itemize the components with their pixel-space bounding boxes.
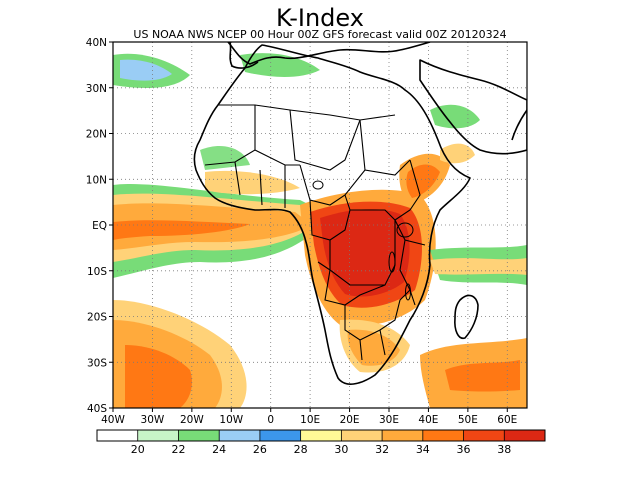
colorbar-swatch (259, 430, 301, 441)
colorbar-label: 38 (497, 443, 511, 456)
lat-tick-label: 40S (87, 403, 107, 415)
lon-tick-label: 20E (340, 414, 360, 426)
colorbar-swatch (178, 430, 220, 441)
lake-victoria (396, 222, 414, 238)
iberia-coastline (229, 42, 259, 69)
lon-tick-label: 40W (101, 414, 125, 426)
colorbar-label: 22 (171, 443, 185, 456)
lat-tick-label: 30N (86, 83, 107, 95)
map-subtitle: US NOAA NWS NCEP 00 Hour 00Z GFS forecas… (133, 28, 506, 41)
coastlines (193, 42, 527, 385)
field-atlantic-band-red (113, 220, 250, 240)
colorbar-swatch (504, 430, 545, 441)
arabia-coastline (419, 59, 527, 155)
lon-tick-label: 20W (180, 414, 204, 426)
colorbar-swatch (219, 430, 260, 441)
country-borders (204, 104, 426, 361)
border-sahara-c (359, 119, 411, 176)
longitude-ticks: 40W 30W 20W 10W 0 10E 20E 30E 40E 50E 60E (101, 408, 517, 426)
colorbar-swatch (97, 430, 138, 441)
colorbar-label: 36 (457, 443, 471, 456)
lat-tick-label: 10S (87, 266, 107, 278)
colorbar: 20 22 24 26 28 30 32 34 36 38 (96, 429, 546, 456)
lon-tick-label: 30E (379, 414, 399, 426)
colorbar-label: 26 (253, 443, 267, 456)
europe-coastline (227, 42, 431, 65)
map-title: K-Index (276, 4, 364, 32)
colorbar-label: 28 (294, 443, 308, 456)
lat-tick-label: 30S (87, 357, 107, 369)
colorbar-swatch (300, 430, 342, 441)
lat-tick-label: 10N (86, 174, 107, 186)
madagascar-coastline (454, 294, 479, 340)
lakes (312, 180, 414, 301)
field-south-africa-orange (347, 329, 400, 366)
border-north-africa (218, 104, 396, 121)
field-ethiopia-core (406, 164, 440, 198)
k-index-field (113, 53, 527, 408)
lon-tick-label: 50E (458, 414, 478, 426)
border-central-a (309, 194, 351, 241)
india-coastline (511, 109, 527, 141)
colorbar-swatch (341, 430, 383, 441)
africa-coastline (193, 44, 471, 385)
map-grid (113, 42, 527, 408)
field-sahel-band (205, 170, 300, 195)
border-sahel (299, 164, 366, 206)
lon-tick-label: 40E (418, 414, 438, 426)
lon-tick-label: 30W (141, 414, 165, 426)
colorbar-label: 32 (375, 443, 389, 456)
border-sahara-b (289, 109, 361, 171)
field-south-atlantic-core (125, 345, 192, 408)
field-mediterranean (240, 53, 320, 77)
field-nw-atlantic-blue (120, 59, 172, 81)
lon-tick-label: 10E (300, 414, 320, 426)
colorbar-label: 34 (416, 443, 430, 456)
lake-tanganyika (388, 251, 396, 273)
field-indian-ocean-30s-core (445, 360, 520, 392)
lake-malawi (405, 283, 411, 301)
colorbar-swatch (463, 430, 505, 441)
field-arabia-patch (440, 143, 475, 164)
colorbar-label: 24 (212, 443, 226, 456)
lon-tick-label: 10W (219, 414, 243, 426)
lat-tick-label: 20S (87, 312, 107, 324)
lake-chad (312, 180, 324, 190)
colorbar-swatch (422, 430, 464, 441)
lat-tick-label: 20N (86, 129, 107, 141)
border-south-b (359, 329, 386, 361)
lat-tick-label: EQ (92, 220, 107, 232)
lat-tick-label: 40N (86, 37, 107, 49)
map-panel (113, 42, 527, 408)
field-indian-ocean-yellow (430, 258, 527, 275)
border-sahara-a (254, 105, 300, 166)
colorbar-swatch (137, 430, 179, 441)
colorbar-frame (96, 429, 546, 442)
lon-tick-label: 0 (267, 414, 274, 426)
field-central-africa-core (320, 209, 410, 297)
lon-tick-label: 60E (497, 414, 517, 426)
colorbar-label: 30 (334, 443, 348, 456)
colorbar-label: 20 (131, 443, 145, 456)
colorbar-swatch (382, 430, 423, 441)
latitude-ticks: 40N 30N 20N 10N EQ 10S 20S 30S 40S (86, 37, 113, 415)
border-central-b (350, 159, 421, 221)
border-west-africa (204, 149, 286, 208)
